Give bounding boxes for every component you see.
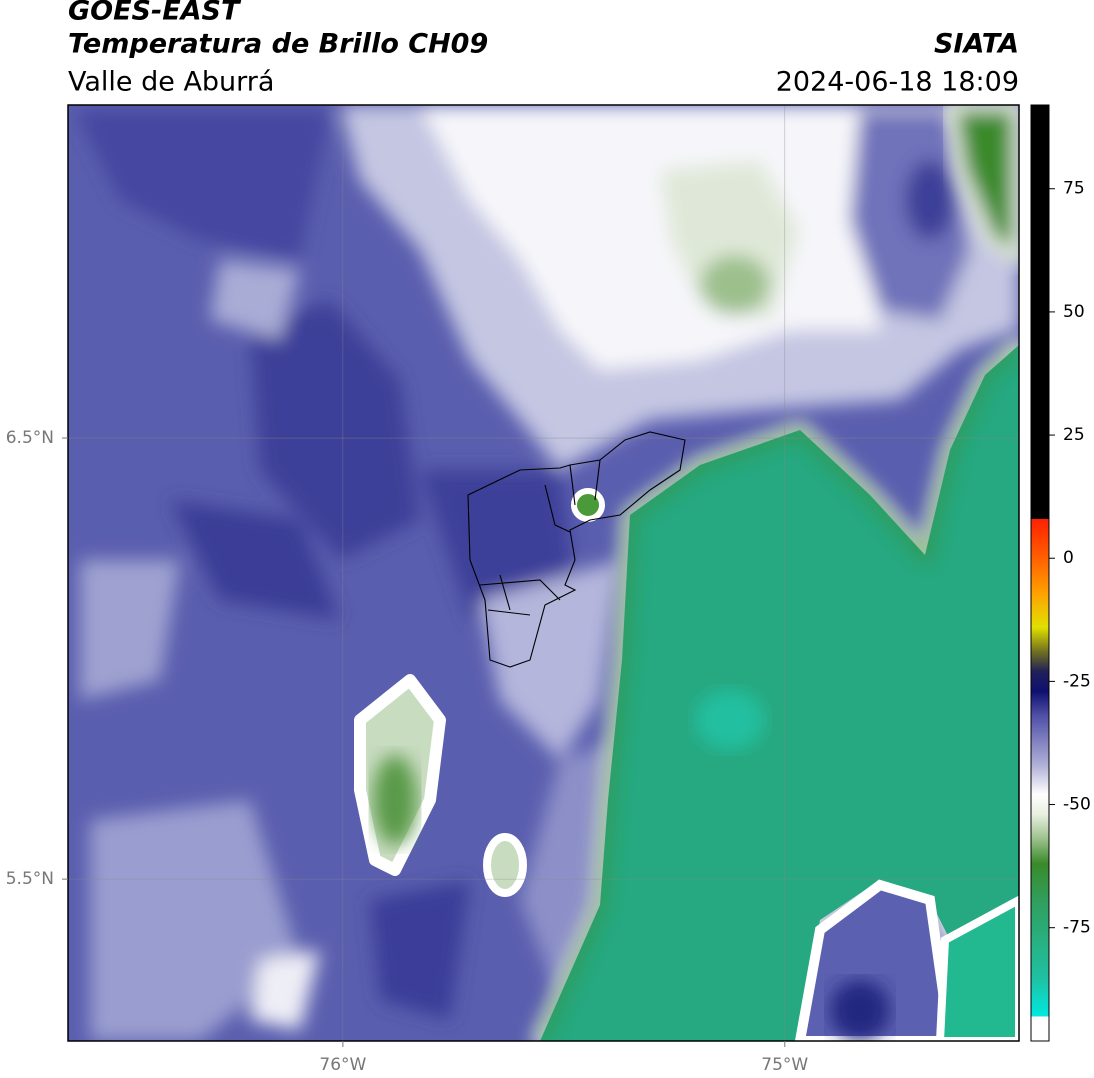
- colorbar-tick-label: 50: [1063, 302, 1085, 322]
- agency: SIATA: [934, 29, 1019, 60]
- colorbar-frame: [1030, 104, 1050, 1042]
- datetime: 2024-06-18 18:09: [776, 67, 1019, 98]
- colorbar-tick-label: -50: [1063, 795, 1091, 815]
- product: Temperatura de Brillo CH09: [68, 29, 488, 60]
- map-frame: [67, 104, 1020, 1042]
- municipal-boundaries: [467, 431, 686, 668]
- lon-label: 75°W: [761, 1055, 808, 1075]
- satellite-image: [68, 105, 1019, 1041]
- lon-label: 76°W: [319, 1055, 366, 1075]
- colorbar-tick-label: 75: [1063, 179, 1085, 199]
- region: Valle de Aburrá: [68, 67, 274, 98]
- lat-label: 5.5°N: [6, 869, 54, 889]
- lat-label: 6.5°N: [6, 428, 54, 448]
- colorbar-tick-label: -75: [1063, 918, 1091, 938]
- colorbar-tick-label: 0: [1063, 548, 1074, 568]
- colorbar-tick-label: -25: [1063, 671, 1091, 691]
- colorbar-tick-label: 25: [1063, 425, 1085, 445]
- source: GOES-EAST: [68, 0, 242, 27]
- colorbar: [1031, 105, 1049, 1041]
